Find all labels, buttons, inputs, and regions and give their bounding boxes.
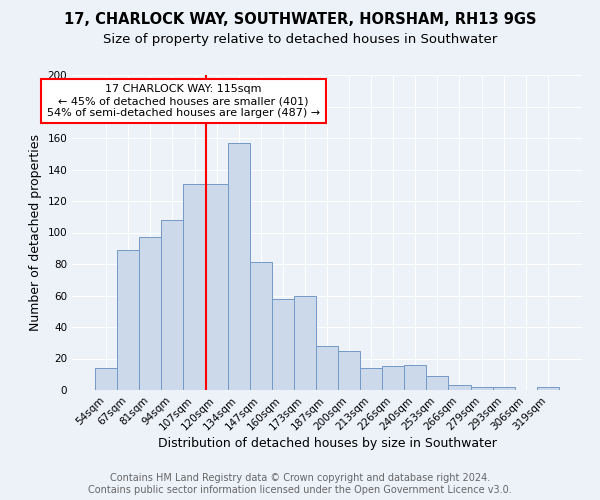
Bar (382, 366, 404, 390)
Text: Contains HM Land Registry data © Crown copyright and database right 2024.
Contai: Contains HM Land Registry data © Crown c… (88, 474, 512, 495)
Text: 17, CHARLOCK WAY, SOUTHWATER, HORSHAM, RH13 9GS: 17, CHARLOCK WAY, SOUTHWATER, HORSHAM, R… (64, 12, 536, 28)
Bar (338, 350, 360, 390)
Bar (161, 220, 184, 390)
Bar (227, 142, 250, 390)
Bar (272, 298, 294, 390)
Bar (206, 184, 227, 390)
Bar (250, 262, 272, 390)
Bar (117, 250, 139, 390)
Bar (427, 376, 448, 390)
Bar (537, 387, 559, 390)
Bar (493, 387, 515, 390)
Bar (404, 365, 427, 390)
Text: 17 CHARLOCK WAY: 115sqm
← 45% of detached houses are smaller (401)
54% of semi-d: 17 CHARLOCK WAY: 115sqm ← 45% of detache… (47, 84, 320, 117)
Bar (360, 368, 382, 390)
Text: Size of property relative to detached houses in Southwater: Size of property relative to detached ho… (103, 32, 497, 46)
Bar (184, 184, 206, 390)
Bar (448, 386, 470, 390)
X-axis label: Distribution of detached houses by size in Southwater: Distribution of detached houses by size … (158, 438, 496, 450)
Y-axis label: Number of detached properties: Number of detached properties (29, 134, 42, 331)
Bar (316, 346, 338, 390)
Bar (294, 296, 316, 390)
Bar (139, 237, 161, 390)
Bar (95, 368, 117, 390)
Bar (470, 387, 493, 390)
